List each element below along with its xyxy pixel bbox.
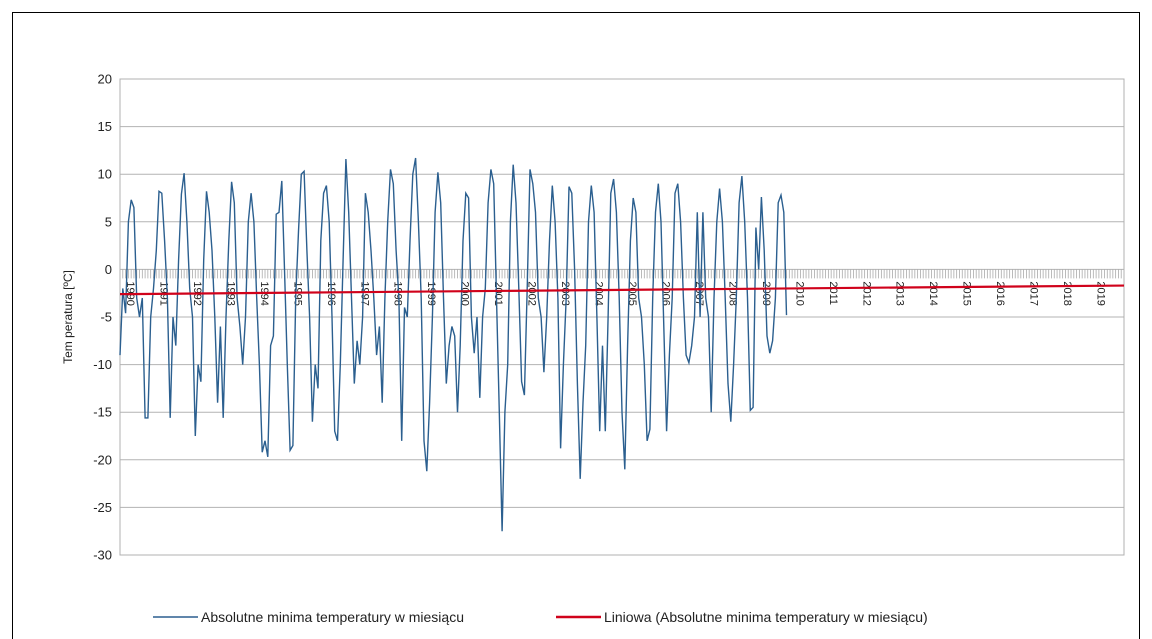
y-tick-label: -15	[93, 405, 112, 420]
x-tick-label: 2017	[1028, 281, 1040, 305]
y-axis-label: Tem peratura [ºC]	[61, 270, 75, 364]
x-tick-label: 2008	[726, 281, 738, 305]
x-tick-label: 2016	[994, 281, 1006, 305]
gridlines	[119, 78, 1125, 556]
x-tick-label: 2013	[894, 281, 906, 305]
legend-label-monthly-minima: Absolutne minima temperatury w miesiącu	[201, 609, 464, 625]
y-tick-label: 5	[105, 214, 112, 229]
y-tick-label: -20	[93, 452, 112, 467]
legend-label-linear-trend: Liniowa (Absolutne minima temperatury w …	[604, 609, 928, 625]
y-tick-label: -30	[93, 548, 112, 563]
y-tick-label: -10	[93, 357, 112, 372]
x-tick-label: 1997	[358, 281, 370, 305]
x-tick-label: 2019	[1095, 281, 1107, 305]
y-tick-label: 10	[98, 167, 112, 182]
x-tick-label: 2006	[659, 281, 671, 305]
x-tick-label: 2003	[559, 281, 571, 305]
x-tick-label: 2018	[1061, 281, 1073, 305]
y-tick-label: -5	[100, 310, 112, 325]
series-line-linear-trend	[119, 284, 1125, 296]
plot-area-border	[119, 78, 1125, 556]
x-tick-label: 2005	[626, 281, 638, 305]
legend: Absolutne minima temperatury w miesiącu …	[153, 609, 928, 625]
x-tick-label: 2015	[961, 281, 973, 305]
series-line-monthly-minima	[119, 157, 788, 532]
chart-frame	[12, 12, 1140, 639]
x-tick-label: 1998	[392, 281, 404, 305]
y-tick-label: -25	[93, 500, 112, 515]
y-tick-label: 20	[98, 72, 112, 87]
x-tick-label: 2000	[459, 281, 471, 305]
x-tick-label: 2014	[927, 281, 939, 305]
x-tick-label: 2004	[593, 281, 605, 305]
x-tick-label: 2001	[492, 281, 504, 305]
y-tick-label: 0	[105, 262, 112, 277]
x-tick-label: 2002	[526, 281, 538, 305]
y-tick-label: 15	[98, 119, 112, 134]
x-tick-label: 2011	[827, 281, 839, 305]
x-tick-label: 2010	[793, 281, 805, 305]
x-tick-label: 1999	[425, 281, 437, 305]
x-tick-label: 2012	[860, 281, 872, 305]
y-tick-labels: 20 15 10 5 0 -5 -10 -15 -20 -25 -30	[93, 72, 112, 563]
